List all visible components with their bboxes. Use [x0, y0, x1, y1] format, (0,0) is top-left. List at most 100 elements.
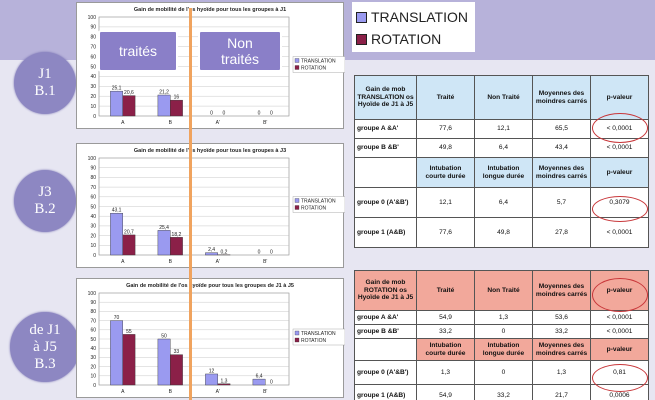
header-cell: Moyennes des moindres carrés	[532, 75, 591, 120]
data-label: 21,2	[159, 90, 169, 96]
header-cell: p-valeur	[590, 157, 649, 188]
row-label: groupe A &A'	[354, 310, 417, 325]
y-tick-label: 100	[88, 156, 97, 162]
data-label: 6,4	[256, 374, 263, 380]
chart-title: Gain de mobilité de l'os hyoïde pour tou…	[133, 7, 287, 13]
table-row: groupe 1 (A&B) 77,6 49,8 27,8 < 0,0001	[354, 217, 649, 248]
table-cell: 1,3	[532, 360, 591, 385]
y-tick-label: 70	[90, 318, 96, 324]
table-cell: < 0,0001	[590, 310, 649, 325]
header-cell: Intubation courte durée	[416, 338, 475, 361]
data-label: 20,7	[124, 229, 134, 235]
y-tick-label: 30	[90, 355, 96, 361]
y-tick-label: 10	[90, 104, 96, 110]
bar-translation	[157, 230, 171, 256]
overlay-non-text: Non	[227, 35, 253, 51]
rotation-swatch-icon	[356, 33, 367, 45]
bar-translation	[157, 338, 171, 386]
data-label: 1,3	[220, 378, 227, 384]
table-cell: 33,2	[416, 324, 475, 339]
table-cell: 0	[474, 360, 533, 385]
x-tick-label: B	[169, 389, 173, 395]
header-cell: p-valeur	[590, 75, 649, 120]
table-row: groupe B &B' 49,8 6,4 43,4 < 0,0001	[354, 138, 649, 158]
legend-label: ROTATION	[301, 338, 326, 344]
label-b1: B.1	[34, 83, 56, 99]
header-cell: Intubation courte durée	[416, 157, 475, 188]
table-cell: 1,3	[474, 310, 533, 325]
label-b2: B.2	[34, 201, 56, 217]
label-circle-j1: J1 B.1	[14, 52, 76, 114]
table-cell: 21,7	[532, 384, 591, 400]
bar-rotation	[122, 95, 136, 117]
header-cell: p-valeur	[590, 338, 649, 361]
data-label: 0	[270, 250, 273, 256]
y-tick-label: 70	[90, 45, 96, 51]
label-de-j1: de J1	[29, 321, 61, 338]
y-tick-label: 90	[90, 300, 96, 306]
table-cell: 49,8	[416, 138, 475, 158]
label-j1: J1	[38, 66, 52, 82]
y-tick-label: 90	[90, 166, 96, 172]
chart-title: Gain de mobilité de l'os hyoïde pour tou…	[126, 283, 294, 289]
y-tick-label: 60	[90, 54, 96, 60]
table-cell: 33,2	[474, 384, 533, 400]
highlight-ellipse	[592, 278, 648, 312]
highlight-ellipse	[592, 364, 648, 392]
data-label: 0	[258, 111, 261, 117]
x-tick-label: A	[121, 120, 125, 126]
y-tick-label: 50	[90, 64, 96, 70]
y-tick-label: 40	[90, 74, 96, 80]
divider-line	[189, 8, 192, 400]
table-cell: < 0,0001	[590, 138, 649, 158]
y-tick-label: 60	[90, 195, 96, 201]
legend-label: TRANSLATION	[301, 331, 336, 337]
data-label: 0	[258, 250, 261, 256]
label-a-j5: à J5	[33, 338, 57, 355]
row-label: groupe 0 (A'&B')	[354, 360, 417, 385]
header-cell: Gain de mob ROTATION os Hyoïde de J1 à J…	[354, 270, 417, 311]
y-tick-label: 10	[90, 243, 96, 249]
y-tick-label: 10	[90, 374, 96, 380]
table-cell: 77,6	[416, 217, 475, 248]
y-tick-label: 0	[93, 383, 96, 389]
y-tick-label: 0	[93, 114, 96, 120]
data-label: 55	[126, 329, 132, 335]
bar-rotation	[170, 354, 183, 386]
chart-title: Gain de mobilité de l'os hyoïde pour tou…	[133, 148, 287, 154]
table-row: groupe A &A' 54,9 1,3 53,6 < 0,0001	[354, 310, 649, 325]
y-tick-label: 80	[90, 309, 96, 315]
legend-swatch	[294, 65, 300, 70]
y-tick-label: 80	[90, 175, 96, 181]
y-tick-label: 20	[90, 364, 96, 370]
table-header-row: Gain de mob TRANSLATION os Hyoïde de J1 …	[354, 75, 649, 120]
table-cell: 12,1	[416, 187, 475, 218]
bar-translation	[110, 212, 123, 256]
legend-swatch	[294, 330, 300, 336]
header-cell: Non Traité	[474, 75, 533, 120]
header-cell	[354, 338, 417, 361]
bar-rotation	[217, 383, 231, 386]
data-label: 2,4	[208, 247, 215, 253]
row-label: groupe 0 (A'&B')	[354, 187, 417, 218]
highlight-ellipse	[592, 113, 648, 143]
x-tick-label: B	[169, 259, 173, 265]
table-rotation: Gain de mob ROTATION os Hyoïde de J1 à J…	[354, 270, 649, 400]
y-tick-label: 40	[90, 214, 96, 220]
header-cell: Intubation longue durée	[474, 338, 533, 361]
header-cell: Traité	[416, 270, 475, 311]
bar-translation	[157, 94, 171, 117]
x-tick-label: B'	[263, 259, 267, 265]
table-cell: 53,6	[532, 310, 591, 325]
translation-swatch-icon	[356, 11, 367, 23]
y-tick-label: 90	[90, 25, 96, 31]
x-tick-label: A'	[216, 120, 220, 126]
bar-rotation	[122, 234, 136, 256]
bar-translation	[252, 378, 266, 386]
y-tick-label: 20	[90, 94, 96, 100]
overlay-non-traites: Non traités	[198, 30, 282, 72]
table-cell: 54,9	[416, 310, 475, 325]
data-label: 0	[223, 111, 226, 117]
header-cell: Gain de mob TRANSLATION os Hyoïde de J1 …	[354, 75, 417, 120]
data-label: 20,6	[124, 90, 134, 96]
